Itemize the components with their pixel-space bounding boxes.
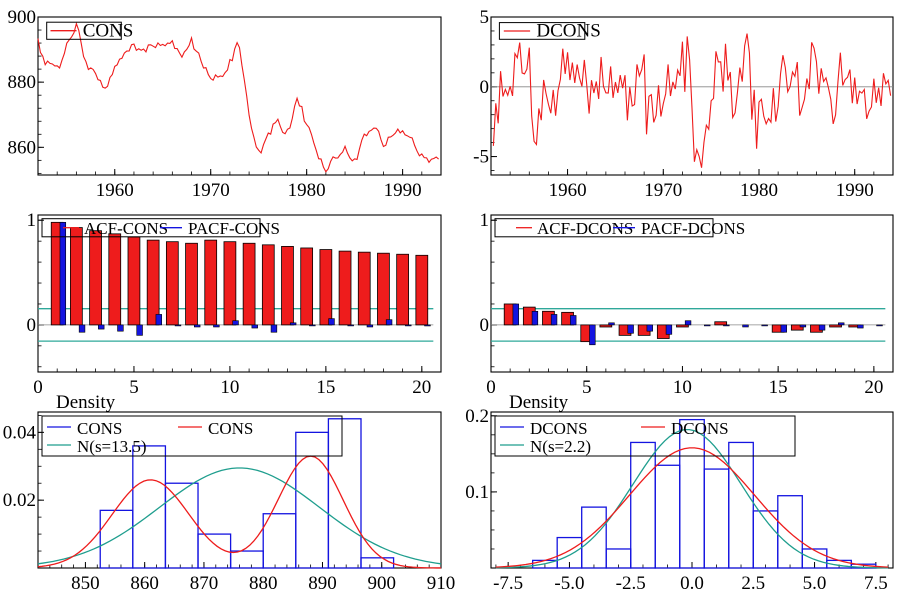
svg-text:1970: 1970 bbox=[192, 180, 230, 201]
svg-text:0: 0 bbox=[480, 315, 490, 336]
svg-text:PACF-DCONS: PACF-DCONS bbox=[641, 219, 745, 238]
svg-text:870: 870 bbox=[190, 573, 219, 594]
svg-text:1: 1 bbox=[27, 210, 37, 231]
svg-text:0.0: 0.0 bbox=[680, 573, 704, 594]
svg-text:Density: Density bbox=[509, 392, 569, 413]
svg-text:5.0: 5.0 bbox=[803, 573, 827, 594]
svg-text:DCONS: DCONS bbox=[530, 419, 588, 438]
svg-text:7.5: 7.5 bbox=[864, 573, 888, 594]
svg-text:10: 10 bbox=[220, 377, 239, 398]
svg-text:880: 880 bbox=[8, 72, 37, 93]
svg-text:860: 860 bbox=[130, 573, 159, 594]
svg-text:1990: 1990 bbox=[384, 180, 422, 201]
svg-text:-7.5: -7.5 bbox=[493, 573, 523, 594]
svg-text:0: 0 bbox=[33, 377, 43, 398]
svg-text:15: 15 bbox=[316, 377, 335, 398]
svg-text:1: 1 bbox=[480, 210, 490, 231]
svg-text:N(s=13.5): N(s=13.5) bbox=[77, 437, 147, 456]
svg-text:860: 860 bbox=[8, 137, 37, 158]
svg-text:1970: 1970 bbox=[644, 180, 682, 201]
svg-text:850: 850 bbox=[71, 573, 100, 594]
svg-text:1980: 1980 bbox=[288, 180, 326, 201]
svg-text:0: 0 bbox=[27, 315, 37, 336]
svg-text:0: 0 bbox=[486, 377, 496, 398]
svg-text:5: 5 bbox=[129, 377, 139, 398]
svg-text:CONS: CONS bbox=[77, 419, 122, 438]
svg-text:ACF-DCONS: ACF-DCONS bbox=[537, 219, 633, 238]
svg-text:1960: 1960 bbox=[96, 180, 134, 201]
svg-text:900: 900 bbox=[8, 7, 37, 28]
svg-text:0.02: 0.02 bbox=[3, 490, 36, 511]
svg-text:20: 20 bbox=[412, 377, 431, 398]
svg-text:15: 15 bbox=[769, 377, 788, 398]
svg-text:-5.0: -5.0 bbox=[554, 573, 584, 594]
svg-text:N(s=2.2): N(s=2.2) bbox=[530, 437, 591, 456]
svg-text:5: 5 bbox=[480, 7, 490, 28]
svg-text:1980: 1980 bbox=[740, 180, 778, 201]
svg-text:0.2: 0.2 bbox=[465, 406, 489, 427]
svg-text:20: 20 bbox=[864, 377, 883, 398]
svg-text:DCONS: DCONS bbox=[536, 21, 600, 42]
svg-text:880: 880 bbox=[249, 573, 278, 594]
svg-text:2.5: 2.5 bbox=[741, 573, 765, 594]
svg-text:-2.5: -2.5 bbox=[616, 573, 646, 594]
svg-text:890: 890 bbox=[308, 573, 337, 594]
svg-text:Density: Density bbox=[56, 392, 116, 413]
svg-text:0: 0 bbox=[480, 77, 490, 98]
svg-text:DCONS: DCONS bbox=[671, 419, 729, 438]
svg-text:CONS: CONS bbox=[208, 419, 253, 438]
svg-text:ACF-CONS: ACF-CONS bbox=[84, 219, 168, 238]
svg-text:1960: 1960 bbox=[549, 180, 587, 201]
svg-text:CONS: CONS bbox=[83, 21, 134, 42]
svg-text:10: 10 bbox=[673, 377, 692, 398]
svg-text:1990: 1990 bbox=[836, 180, 874, 201]
svg-text:5: 5 bbox=[582, 377, 592, 398]
svg-text:0.1: 0.1 bbox=[465, 482, 489, 503]
svg-text:0.04: 0.04 bbox=[3, 422, 37, 443]
svg-text:910: 910 bbox=[427, 573, 456, 594]
svg-text:-5: -5 bbox=[473, 147, 489, 168]
svg-text:900: 900 bbox=[367, 573, 396, 594]
svg-text:PACF-CONS: PACF-CONS bbox=[188, 219, 280, 238]
